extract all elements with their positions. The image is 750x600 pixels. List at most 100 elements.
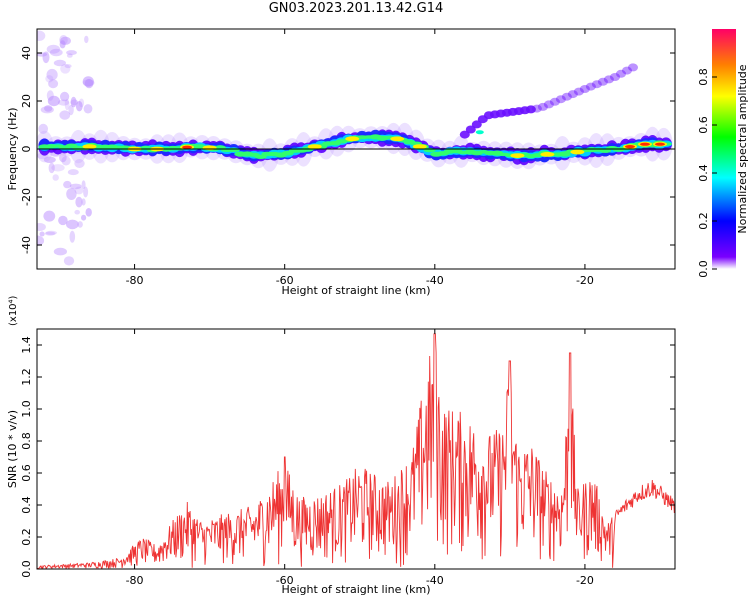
spectral-noise — [48, 79, 59, 89]
spectral-noise — [49, 48, 63, 57]
spectral-band-green — [599, 148, 612, 153]
spectral-noise — [81, 198, 86, 206]
spectral-hotspot-yellow — [540, 152, 555, 157]
spectral-noise — [43, 156, 56, 163]
spectrogram-heatmap — [37, 30, 673, 266]
spectral-noise — [51, 164, 65, 172]
spectral-noise — [37, 223, 46, 231]
spectral-branch — [622, 66, 632, 75]
spectral-noise — [74, 186, 84, 195]
spectral-branch — [597, 77, 608, 86]
spectral-branch — [573, 87, 584, 96]
spectral-noise — [66, 50, 77, 56]
spectral-noise — [44, 105, 53, 112]
spectral-hotspot-red — [640, 142, 650, 146]
x-tick-label: -20 — [576, 274, 594, 287]
colorbar-tick-label: 0.2 — [697, 212, 710, 230]
colorbar-gradient — [712, 29, 736, 269]
spectral-noise — [39, 231, 45, 237]
snr-ticks: -80 -60 -40 -20 0.0 0.2 0.4 0.6 0.8 1.0 1.2 1.4 — [20, 329, 675, 587]
spectral-noise — [69, 183, 82, 190]
spectral-branch — [610, 73, 620, 81]
spectral-noise — [66, 188, 77, 200]
spectral-noise — [70, 96, 77, 108]
y-tick-label: 1.0 — [20, 400, 33, 418]
spectral-noise — [40, 106, 54, 114]
spectral-noise — [66, 219, 79, 230]
x-tick-label: -40 — [426, 574, 444, 587]
spectrogram-y-axis-label: Frequency (Hz) — [6, 108, 19, 191]
spectral-noise — [82, 79, 95, 87]
spectral-branch — [555, 95, 566, 104]
spectral-noise — [60, 36, 71, 45]
spectral-noise — [61, 156, 71, 166]
spectral-noise — [43, 210, 56, 222]
spectral-branch — [561, 92, 572, 101]
spectral-noise — [74, 209, 80, 215]
spectral-hotspot-red — [182, 145, 193, 149]
spectral-noise — [59, 152, 67, 163]
spectral-branch — [616, 69, 626, 78]
spectrogram-x-axis-label: Height of straight line (km) — [281, 284, 430, 297]
spectral-noise — [37, 235, 45, 246]
y-tick-label: 40 — [20, 46, 33, 60]
colorbar-tick-label: 0.0 — [697, 260, 710, 278]
spectral-branch — [525, 105, 536, 114]
spectral-branch — [471, 120, 482, 129]
spectral-noise — [84, 35, 89, 44]
y-tick-label: -20 — [20, 188, 33, 206]
y-tick-label: 20 — [20, 94, 33, 108]
spectral-noise — [53, 59, 66, 67]
spectral-noise — [66, 53, 73, 58]
y-tick-label: 0 — [20, 146, 33, 153]
spectral-noise — [81, 180, 86, 190]
spectral-hotspot-yellow — [570, 149, 585, 155]
spectral-noise — [64, 98, 70, 111]
spectral-noise — [77, 221, 83, 228]
y-tick-label: 1.4 — [20, 336, 33, 354]
spectral-noise — [69, 230, 76, 243]
spectral-noise — [48, 162, 55, 174]
spectral-noise — [47, 95, 61, 107]
spectral-hotspot-yellow — [82, 144, 97, 150]
spectral-noise — [68, 104, 74, 116]
spectral-noise — [63, 256, 75, 266]
spectral-band-green — [558, 151, 571, 157]
spectral-branch — [591, 80, 602, 89]
spectral-noise — [83, 104, 93, 114]
spectral-hotspot-yellow — [412, 144, 427, 150]
spectral-noise — [46, 90, 54, 101]
spectral-noise — [44, 231, 56, 236]
y-tick-label: 0.2 — [20, 528, 33, 546]
spectral-noise — [67, 169, 79, 176]
spectral-branch — [603, 75, 614, 84]
colorbar-label: Normalized spectral amplitude — [736, 64, 749, 233]
x-tick-label: -60 — [276, 274, 294, 287]
colorbar-tick-label: 0.6 — [697, 116, 710, 134]
spectral-branch — [537, 102, 548, 111]
spectral-hotspot-red — [625, 145, 635, 149]
spectral-branch — [579, 85, 590, 93]
y-tick-label: 0.6 — [20, 464, 33, 482]
spectral-branch — [543, 100, 554, 109]
spectral-hotspot-red — [655, 142, 665, 146]
spectral-branch — [531, 104, 542, 113]
y-tick-label: 0.8 — [20, 432, 33, 450]
spectral-noise — [45, 230, 58, 235]
y-tick-label: 0.4 — [20, 496, 33, 514]
spectral-branch — [549, 97, 560, 106]
spectral-noise — [85, 208, 92, 217]
snr-y-unit: (x10⁴) — [8, 295, 19, 326]
spectral-noise — [83, 186, 89, 198]
spectral-branch — [628, 63, 638, 72]
spectral-noise — [57, 99, 70, 106]
spectral-branch — [465, 125, 476, 134]
spectral-noise — [45, 75, 54, 83]
spectral-branch — [567, 90, 578, 99]
y-tick-label: 1.2 — [20, 368, 33, 386]
spectral-noise — [64, 64, 72, 69]
spectral-branch — [585, 82, 596, 91]
spectral-noise — [53, 247, 67, 256]
